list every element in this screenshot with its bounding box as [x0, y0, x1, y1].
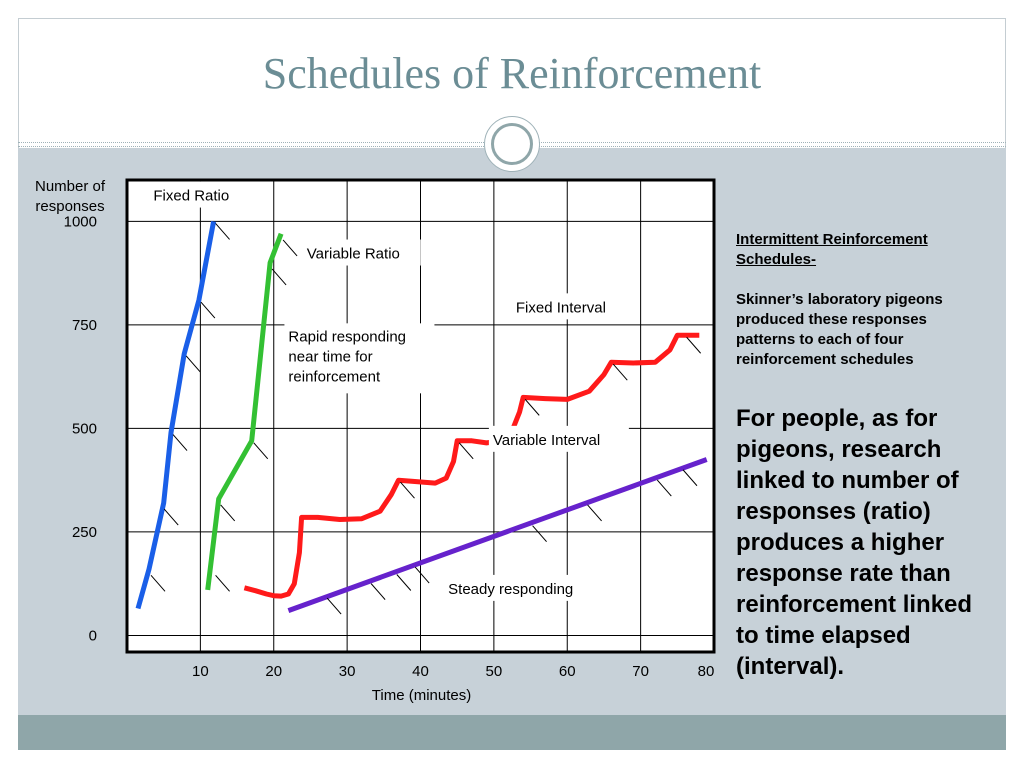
reinforcement-mark-variable-ratio [220, 504, 236, 522]
x-tick-label: 30 [339, 663, 356, 680]
reinforcement-mark-fixed-ratio [163, 508, 179, 526]
annotation-box-variable-interval [488, 425, 629, 452]
annotation-variable-ratio: Variable Ratio [307, 246, 400, 263]
plot-frame [125, 178, 716, 654]
reinforcement-mark-fixed-interval [524, 399, 540, 416]
reinforcement-mark-variable-ratio [271, 268, 287, 286]
reinforcement-mark-fixed-interval [686, 336, 702, 354]
annotation-rapid-responding-line: Rapid responding [288, 328, 406, 345]
x-tick-label: 70 [632, 663, 649, 680]
annotation-box-rapid-responding [284, 323, 435, 394]
annotation-box-fixed-interval [511, 293, 634, 320]
annotation-rapid-responding-line: near time for [288, 348, 372, 365]
y-tick-label: 250 [72, 524, 97, 541]
reinforcement-mark-fixed-ratio [215, 223, 230, 240]
x-tick-label: 40 [412, 663, 429, 680]
reinforcement-mark-fixed-interval [612, 363, 628, 381]
annotation-rapid-responding: Rapid responding near time for reinforceme… [288, 328, 406, 385]
x-tick-label: 50 [486, 663, 503, 680]
y-axis-label-line: Number of [35, 178, 106, 195]
reinforcement-mark-variable-ratio [282, 239, 298, 257]
reinforcement-mark-variable-interval [587, 504, 602, 522]
reinforcement-mark-variable-interval [370, 583, 386, 600]
side-heading: Intermittent Reinforcement Schedules- [736, 231, 928, 268]
side-conclusion-text: For people, as for pigeons, research lin… [736, 405, 973, 680]
annotation-fixed-ratio: Fixed Ratio [153, 188, 229, 205]
footer-band [18, 715, 1006, 750]
x-tick-label: 10 [192, 663, 209, 680]
series-line-fixed-interval [243, 332, 700, 599]
x-axis-label: Time (minutes) [372, 687, 471, 704]
y-tick-label: 1000 [64, 213, 97, 230]
series-line-variable-interval [287, 457, 708, 613]
y-tick-label: 500 [72, 420, 97, 437]
x-tick-label: 20 [265, 663, 282, 680]
annotation-box-variable-ratio [302, 239, 421, 266]
reinforcement-mark-variable-ratio [215, 575, 230, 592]
reinforcement-mark-variable-interval [396, 574, 412, 591]
annotation-fixed-interval: Fixed Interval [516, 299, 606, 316]
side-body-text: Skinner’s laboratory pigeons produced th… [736, 291, 943, 368]
reinforcement-mark-fixed-ratio [172, 434, 188, 451]
annotation-rapid-responding-line: reinforcement [288, 368, 381, 385]
y-tick-label: 0 [89, 627, 97, 644]
annotation-steady-responding: Steady responding [448, 581, 573, 598]
series-line-variable-ratio [205, 232, 284, 591]
x-tick-label: 60 [559, 663, 576, 680]
reinforcement-mark-variable-interval [532, 525, 547, 542]
reinforcement-mark-variable-interval [414, 566, 430, 584]
annotation-variable-interval: Variable Interval [493, 432, 600, 449]
ring-ornament-icon [484, 116, 540, 172]
x-tick-label: 80 [698, 663, 715, 680]
y-tick-label: 750 [72, 317, 97, 334]
reinforcement-mark-fixed-ratio [150, 575, 166, 592]
annotation-box-steady-responding [442, 574, 609, 601]
reinforcement-mark-variable-interval [326, 597, 342, 615]
reinforcement-mark-variable-ratio [253, 442, 269, 460]
reinforcement-mark-fixed-ratio [200, 301, 216, 319]
reinforcement-mark-variable-interval [682, 469, 698, 487]
series-line-fixed-ratio [135, 220, 217, 610]
annotation-box-fixed-ratio [148, 181, 255, 208]
y-axis-label: Number of responses [35, 178, 106, 215]
slide-title: Schedules of Reinforcement [262, 49, 762, 98]
reinforcement-mark-fixed-ratio [185, 355, 201, 373]
reinforcement-mark-fixed-interval [458, 442, 474, 460]
y-axis-label-line: responses [35, 198, 104, 215]
reinforcement-mark-fixed-interval [400, 481, 415, 499]
reinforcement-mark-variable-interval [656, 479, 672, 497]
